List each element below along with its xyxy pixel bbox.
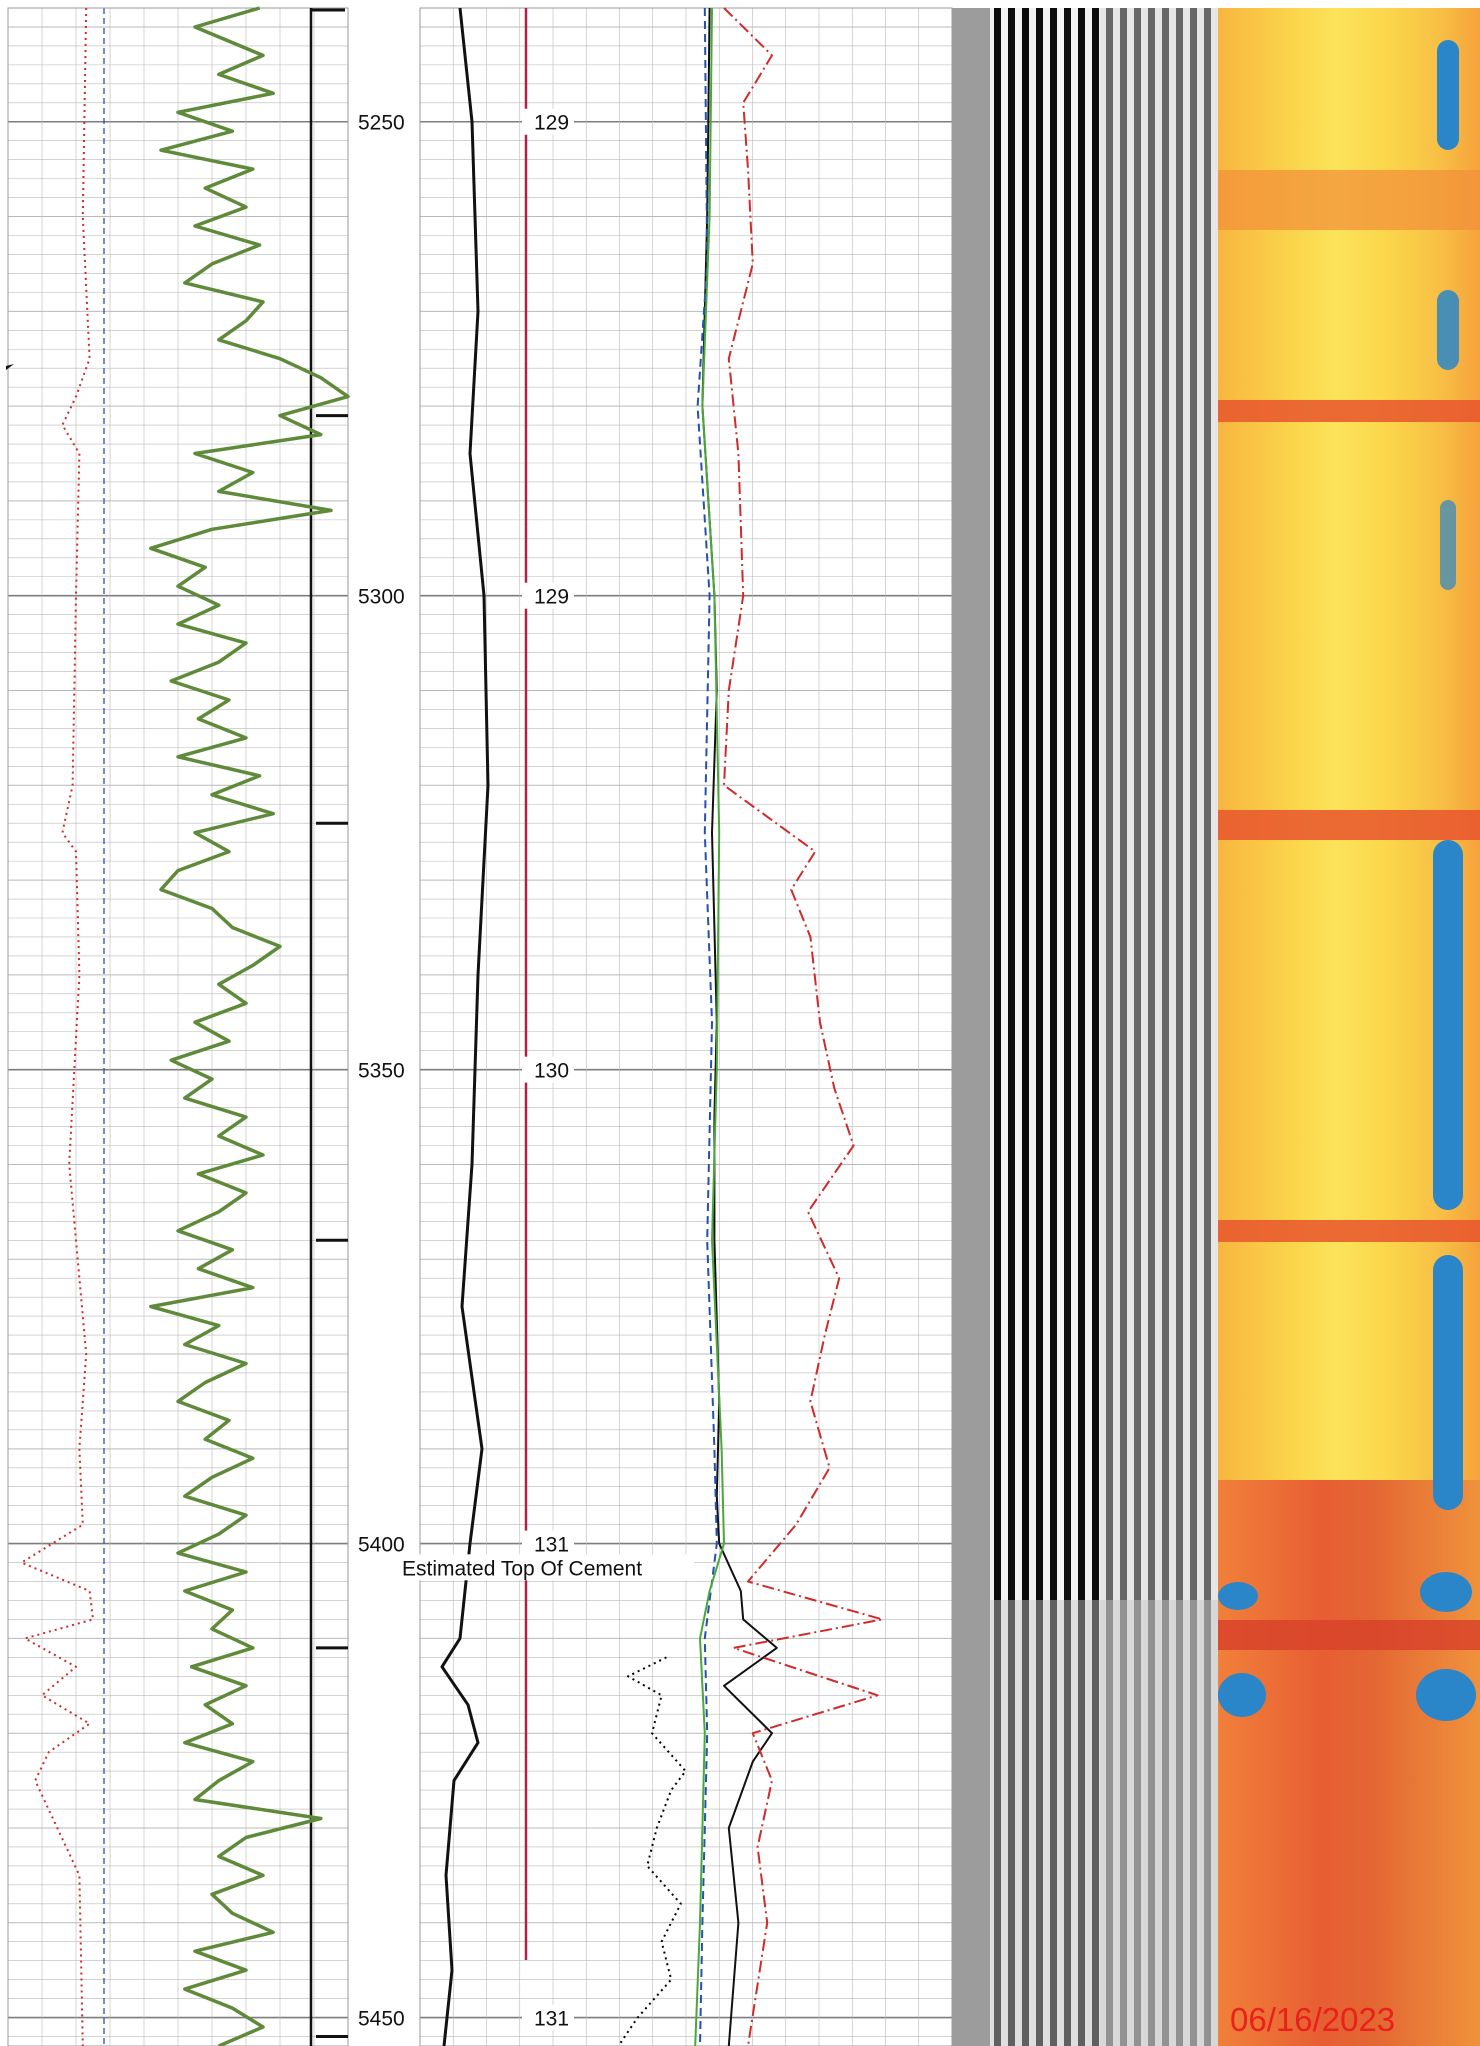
temperature-label-background bbox=[522, 108, 574, 135]
cement-map-track bbox=[1218, 8, 1480, 2046]
right-track-grid bbox=[419, 7, 953, 2046]
date-stamp: 06/16/2023 bbox=[1230, 2001, 1395, 2038]
temperature-label-background bbox=[522, 2004, 574, 2031]
blue-zone-6 bbox=[1420, 1572, 1472, 1612]
annotation-background bbox=[398, 1554, 694, 1581]
estimated-top-of-cement-label: Estimated Top Of Cement bbox=[402, 1557, 642, 1580]
depth-label-background bbox=[354, 108, 416, 135]
collar-markers bbox=[316, 414, 348, 2039]
depth-label: 5350 bbox=[358, 1060, 405, 1083]
map-band-1 bbox=[1218, 170, 1480, 230]
depth-label-background bbox=[354, 1056, 416, 1083]
blue-zone-1 bbox=[1437, 40, 1459, 150]
blue-zone-4 bbox=[1433, 840, 1463, 1210]
depth-labels: 5250 5300 5350 5400 5450 bbox=[354, 108, 416, 2031]
vdl-track bbox=[952, 8, 1218, 2046]
vdl-lower-noise bbox=[990, 1600, 1218, 2046]
blue-zone-9 bbox=[1218, 1673, 1266, 1717]
vdl-wave-stripes bbox=[990, 8, 1218, 2046]
gamma-curve bbox=[440, 7, 490, 2046]
map-band-5 bbox=[1218, 1620, 1480, 1650]
temperature-label: 131 bbox=[534, 2008, 569, 2031]
depth-label: 5250 bbox=[358, 112, 405, 135]
log-curves bbox=[20, 6, 884, 2046]
blue-zone-3 bbox=[1440, 500, 1456, 590]
cement-map-lower bbox=[1218, 1480, 1480, 2046]
log-curve bbox=[694, 7, 725, 2046]
temperature-label-background bbox=[522, 1530, 574, 1557]
temperature-label-background bbox=[522, 1056, 574, 1083]
map-band-4 bbox=[1218, 1220, 1480, 1242]
left-track-border bbox=[7, 7, 349, 2046]
map-band-3 bbox=[1218, 810, 1480, 840]
depth-label-background bbox=[354, 1530, 416, 1557]
blue-zone-8 bbox=[1218, 1582, 1258, 1610]
temperature-label-background bbox=[522, 582, 574, 609]
temperature-label: 129 bbox=[534, 586, 569, 609]
depth-label: 5450 bbox=[358, 2008, 405, 2031]
temperature-labels: 129 129 130 131 131 bbox=[522, 108, 574, 2031]
log-curve bbox=[723, 7, 884, 2046]
depth-label: 5400 bbox=[358, 1534, 405, 1557]
log-curve bbox=[20, 7, 94, 2046]
vdl-noise-overlay bbox=[1100, 8, 1218, 2046]
log-curve bbox=[617, 1656, 687, 2046]
blue-zone-2 bbox=[1437, 290, 1459, 370]
blue-zone-7 bbox=[1416, 1669, 1476, 1721]
temperature-label: 131 bbox=[534, 1534, 569, 1557]
depth-label-background bbox=[354, 2004, 416, 2031]
map-band-2 bbox=[1218, 400, 1480, 422]
temperature-label: 129 bbox=[534, 112, 569, 135]
annotation-group: Estimated Top Of Cement bbox=[398, 1554, 694, 1581]
vdl-gray-band bbox=[952, 8, 990, 2046]
depth-label: 5300 bbox=[358, 586, 405, 609]
blue-zone-5 bbox=[1433, 1255, 1463, 1510]
left-track-grid bbox=[7, 7, 349, 2046]
log-curve bbox=[149, 6, 350, 2046]
depth-label-background bbox=[354, 582, 416, 609]
left-edge-marker bbox=[6, 364, 14, 370]
temperature-label: 130 bbox=[534, 1060, 569, 1083]
